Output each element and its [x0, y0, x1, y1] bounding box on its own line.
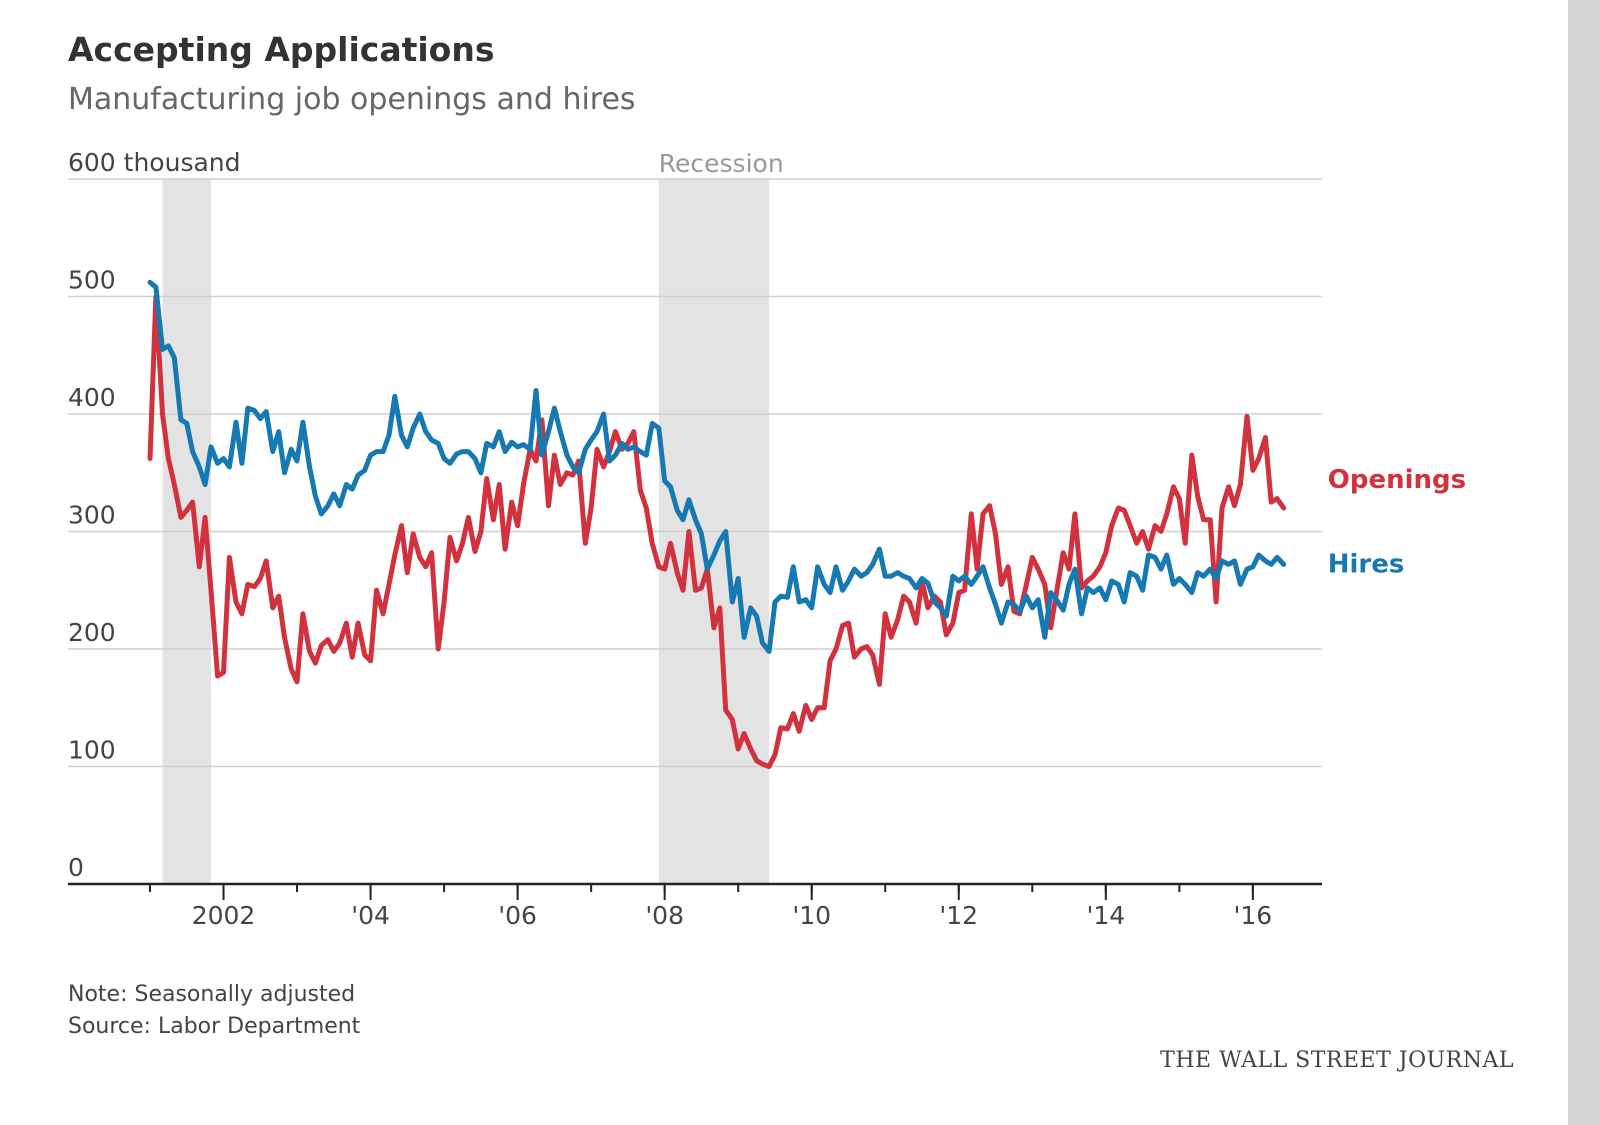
series-lines — [147, 279, 1287, 769]
series-line-openings — [147, 294, 1287, 769]
recession-bands: Recession — [162, 149, 784, 884]
x-tick-label-2010: '10 — [792, 901, 831, 930]
chart-labels: Openings Hires — [1328, 465, 1466, 579]
x-tick-label-2002: 2002 — [192, 901, 256, 930]
x-tick-label-2012: '12 — [939, 901, 978, 930]
scrollbar[interactable] — [1568, 0, 1600, 1125]
x-tick-label-2016: '16 — [1234, 901, 1273, 930]
chart-title: Accepting Applications — [68, 30, 495, 69]
y-tick-label-100: 100 — [68, 736, 116, 765]
recession-label: Recession — [659, 149, 784, 178]
y-tick-label-0: 0 — [68, 853, 84, 882]
chart-subtitle: Manufacturing job openings and hires — [68, 82, 636, 117]
y-tick-label-200: 200 — [68, 618, 116, 647]
x-tick-label-2004: '04 — [351, 901, 390, 930]
chart-source: Source: Labor Department — [68, 1014, 361, 1039]
x-tick-label-2006: '06 — [498, 901, 537, 930]
line-chart: Recession 600 thousand 500 400 300 200 100 0 2… — [68, 148, 1466, 930]
series-label-hires: Hires — [1328, 549, 1405, 579]
x-axis: 2002 '04 '06 '08 '10 '12 '14 '16 — [68, 882, 1322, 930]
chart-note: Note: Seasonally adjusted — [68, 982, 356, 1007]
y-tick-label-400: 400 — [68, 383, 116, 412]
y-tick-label-500: 500 — [68, 266, 116, 295]
gridlines: 600 thousand 500 400 300 200 100 0 — [68, 148, 1322, 882]
series-label-openings: Openings — [1328, 465, 1466, 495]
y-tick-label-300: 300 — [68, 501, 116, 530]
publisher-credit: THE WALL STREET JOURNAL — [1160, 1048, 1514, 1073]
series-line-hires — [147, 279, 1287, 654]
y-tick-label-600: 600 thousand — [68, 148, 241, 177]
x-tick-label-2014: '14 — [1086, 901, 1125, 930]
x-tick-label-2008: '08 — [645, 901, 684, 930]
